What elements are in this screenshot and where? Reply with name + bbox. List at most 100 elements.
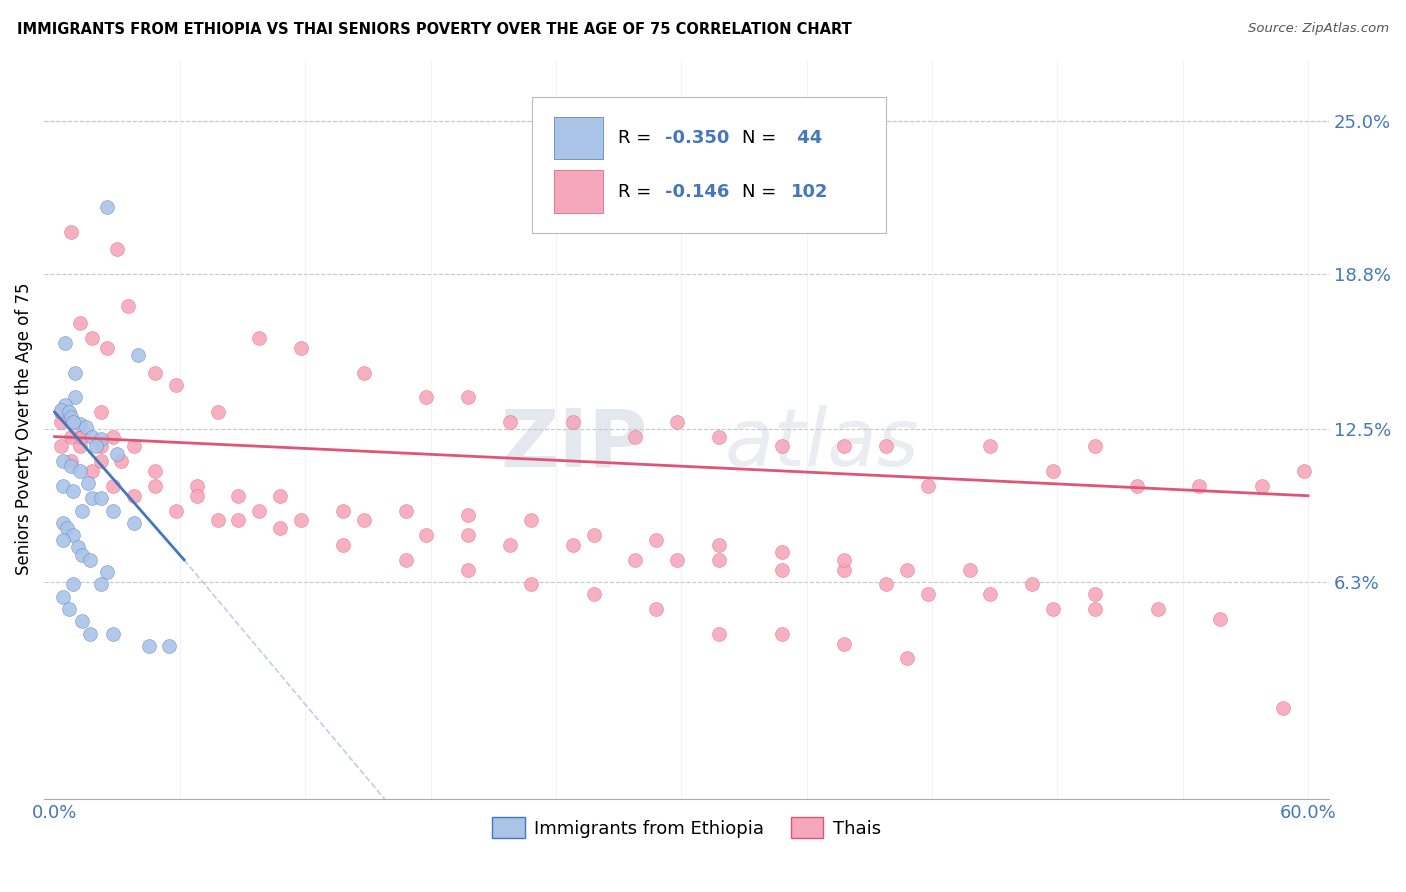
Text: Source: ZipAtlas.com: Source: ZipAtlas.com [1249, 22, 1389, 36]
Point [101, 503, 124, 517]
Point [1271, 700, 1294, 714]
Point [82, 429, 104, 443]
Point [875, 440, 897, 454]
Point [110, 454, 132, 468]
Text: N =: N = [742, 129, 782, 147]
Point [70, 548, 93, 562]
Point [143, 464, 166, 478]
Point [58, 405, 80, 419]
Point [228, 489, 250, 503]
Point [89, 432, 111, 446]
Point [69, 316, 91, 330]
Point [770, 545, 793, 559]
Point [415, 390, 437, 404]
Point [707, 429, 730, 443]
Point [56, 521, 79, 535]
Point [666, 415, 689, 429]
Point [1084, 587, 1107, 601]
Point [457, 508, 479, 523]
Point [117, 299, 139, 313]
Point [79, 626, 101, 640]
Point [666, 553, 689, 567]
Point [52, 479, 75, 493]
Point [89, 440, 111, 454]
Point [53, 398, 76, 412]
Point [96, 201, 118, 215]
Bar [554, 117, 603, 160]
Point [52, 533, 75, 547]
Point [65, 366, 87, 380]
Point [1209, 612, 1232, 626]
Point [707, 553, 730, 567]
Point [75, 419, 97, 434]
Point [96, 341, 118, 355]
Point [86, 440, 108, 454]
Point [499, 415, 522, 429]
Point [62, 415, 84, 429]
Point [49, 440, 72, 454]
Point [290, 513, 312, 527]
Legend: Immigrants from Ethiopia, Thais: Immigrants from Ethiopia, Thais [485, 810, 887, 846]
Y-axis label: Seniors Poverty Over the Age of 75: Seniors Poverty Over the Age of 75 [15, 283, 32, 575]
Point [645, 602, 668, 616]
Point [457, 563, 479, 577]
Point [66, 541, 89, 555]
Point [269, 489, 291, 503]
Point [101, 479, 124, 493]
Point [353, 513, 375, 527]
Point [105, 243, 128, 257]
Point [89, 454, 111, 468]
Point [122, 489, 145, 503]
Point [65, 390, 87, 404]
Point [979, 587, 1001, 601]
Point [60, 415, 83, 429]
Point [82, 331, 104, 345]
Point [207, 513, 229, 527]
Point [520, 513, 543, 527]
Point [79, 553, 101, 567]
Point [832, 553, 855, 567]
Text: 44: 44 [790, 129, 823, 147]
Point [105, 447, 128, 461]
Point [52, 454, 75, 468]
Point [832, 637, 855, 651]
Point [49, 405, 72, 419]
Point [770, 563, 793, 577]
Point [70, 615, 93, 629]
Point [624, 553, 647, 567]
Point [832, 440, 855, 454]
Point [77, 476, 100, 491]
Text: R =: R = [619, 183, 658, 201]
Point [770, 440, 793, 454]
Point [127, 348, 149, 362]
Text: N =: N = [742, 183, 782, 201]
Point [62, 528, 84, 542]
Point [332, 538, 354, 552]
Point [1292, 464, 1315, 478]
Point [165, 503, 187, 517]
Point [1021, 577, 1043, 591]
Point [457, 528, 479, 542]
Point [394, 503, 416, 517]
Point [917, 479, 939, 493]
Point [1042, 602, 1064, 616]
Point [1146, 602, 1168, 616]
Point [247, 503, 270, 517]
Point [1188, 479, 1211, 493]
Point [69, 417, 91, 432]
Point [49, 405, 72, 419]
Point [60, 409, 83, 424]
Point [624, 429, 647, 443]
Point [896, 651, 918, 665]
Text: R =: R = [619, 129, 658, 147]
Point [60, 429, 83, 443]
Point [896, 563, 918, 577]
Point [290, 341, 312, 355]
Point [1251, 479, 1274, 493]
Bar [554, 170, 603, 213]
Point [979, 440, 1001, 454]
FancyBboxPatch shape [533, 96, 886, 234]
Point [207, 405, 229, 419]
Point [520, 577, 543, 591]
Point [707, 626, 730, 640]
